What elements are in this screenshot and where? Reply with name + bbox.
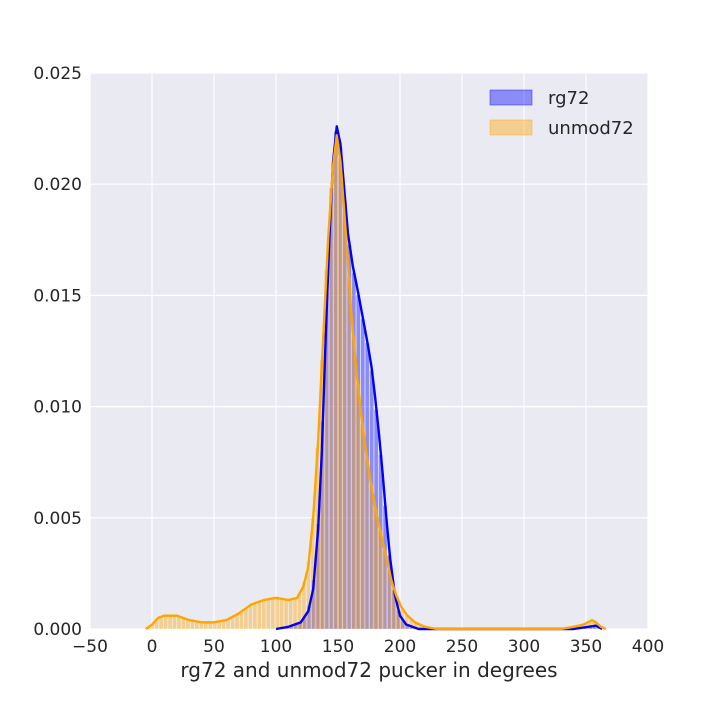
- unmod72-bar: [283, 599, 289, 630]
- x-tick-label: −50: [72, 637, 108, 657]
- unmod72-bar: [275, 597, 280, 630]
- unmod72-legend-swatch: [489, 119, 533, 136]
- unmod72-bar: [279, 598, 284, 630]
- x-tick-label: 350: [570, 637, 602, 657]
- unmod72-bar: [373, 509, 378, 630]
- unmod72-bar: [176, 616, 182, 630]
- y-tick-label: 0.005: [33, 509, 82, 529]
- rg72-legend-swatch: [489, 89, 533, 106]
- unmod72-bar: [257, 601, 262, 630]
- y-tick-label: 0.010: [33, 398, 82, 418]
- x-tick-label: 250: [446, 637, 478, 657]
- unmod72-bar: [364, 456, 369, 630]
- y-tick-label: 0.015: [33, 286, 82, 306]
- unmod72-bar: [337, 158, 342, 630]
- unmod72-bar: [248, 604, 253, 630]
- unmod72-legend-label: unmod72: [548, 118, 634, 139]
- unmod72-bar: [163, 615, 168, 630]
- unmod72-bar: [342, 214, 347, 630]
- unmod72-bar: [270, 598, 275, 630]
- rg72-legend-label: rg72: [548, 88, 589, 109]
- unmod72-bar: [350, 336, 356, 630]
- unmod72-kde-line: [145, 134, 607, 631]
- unmod72-bar: [355, 384, 360, 630]
- rg72-kde-line: [275, 125, 603, 631]
- x-tick-label: 200: [384, 637, 416, 657]
- x-axis-ticks: −50 0 50 100 150 200 250 300 350 400: [72, 637, 664, 657]
- unmod72-bar: [172, 615, 177, 630]
- x-tick-label: 300: [508, 637, 540, 657]
- unmod72-bar: [346, 276, 351, 630]
- unmod72-bar: [252, 602, 258, 630]
- legend: rg72 unmod72: [489, 88, 634, 139]
- x-tick-label: 50: [203, 637, 225, 657]
- y-tick-label: 0.020: [33, 175, 82, 195]
- unmod72-bar: [368, 484, 374, 630]
- unmod72-bar: [167, 615, 173, 630]
- unmod72-bar: [377, 529, 382, 630]
- unmod72-bar: [261, 599, 266, 630]
- x-tick-label: 100: [260, 637, 292, 657]
- x-axis-label: rg72 and unmod72 pucker in degrees: [180, 658, 557, 682]
- x-tick-label: 400: [632, 637, 664, 657]
- unmod72-bar: [333, 145, 338, 630]
- x-tick-label: 150: [322, 637, 354, 657]
- unmod72-bar: [243, 607, 249, 630]
- rg72-histogram-bars: [280, 130, 602, 630]
- y-axis-ticks: 0.000 0.005 0.010 0.015 0.020 0.025: [33, 64, 82, 640]
- unmod72-bar: [266, 598, 271, 630]
- unmod72-bar: [382, 549, 387, 630]
- y-tick-label: 0.025: [33, 64, 82, 84]
- x-tick-label: 0: [147, 637, 158, 657]
- y-tick-label: 0.000: [33, 620, 82, 640]
- kde-curves: [145, 125, 607, 631]
- unmod72-bar: [359, 423, 365, 630]
